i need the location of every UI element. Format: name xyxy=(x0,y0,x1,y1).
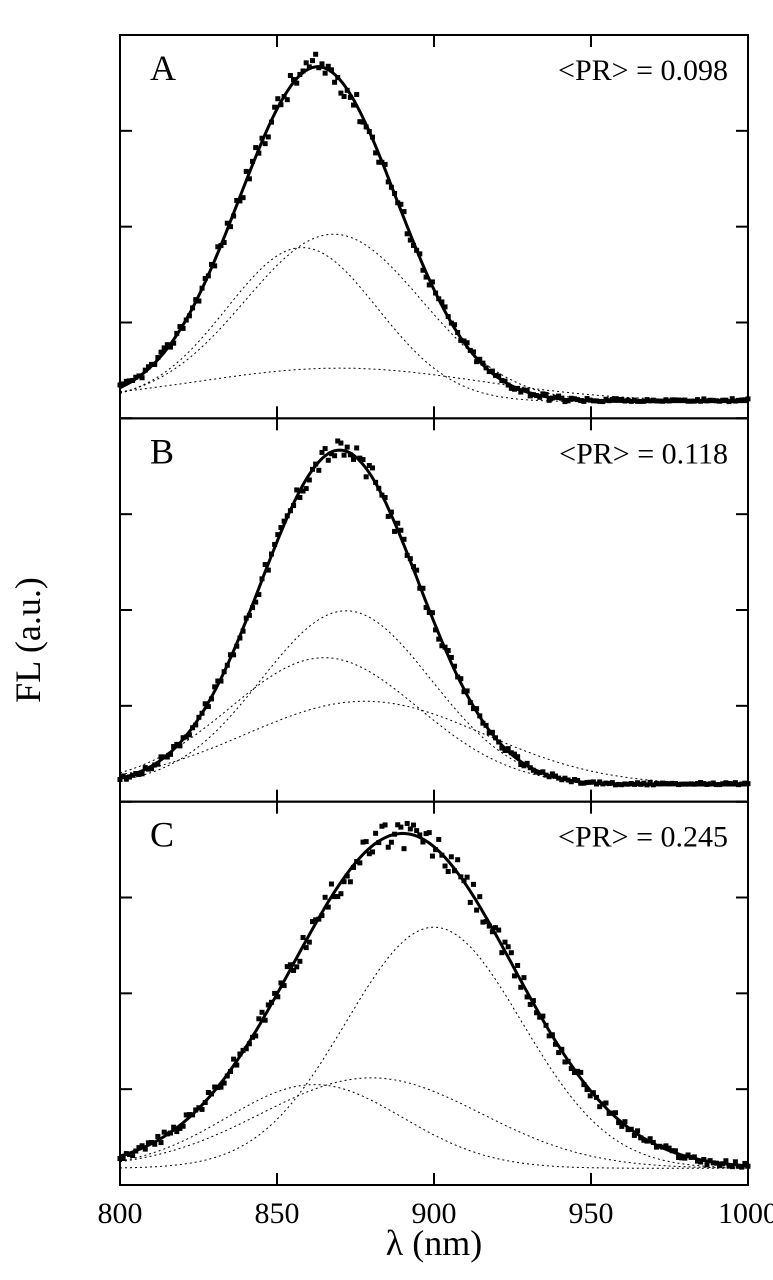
data-marker xyxy=(323,71,328,76)
panel-frame xyxy=(120,418,748,801)
data-marker xyxy=(468,900,473,905)
data-marker xyxy=(427,830,432,835)
data-marker xyxy=(521,975,526,980)
data-marker xyxy=(294,964,299,969)
data-marker xyxy=(414,828,419,833)
data-marker xyxy=(297,959,302,964)
data-marker xyxy=(383,822,388,827)
component-curve-2 xyxy=(120,1085,748,1169)
component-curve-2 xyxy=(120,368,748,401)
data-marker xyxy=(310,58,315,63)
component-curve-0 xyxy=(120,927,748,1168)
pr-annotation: <PR> = 0.118 xyxy=(559,437,728,470)
data-marker xyxy=(323,446,328,451)
data-marker xyxy=(332,453,337,458)
data-marker xyxy=(348,879,353,884)
data-marker xyxy=(266,134,271,139)
pr-annotation: <PR> = 0.245 xyxy=(558,821,728,854)
data-marker xyxy=(386,845,391,850)
data-marker xyxy=(304,486,309,491)
component-curve-0 xyxy=(120,611,748,785)
data-marker xyxy=(373,831,378,836)
data-marker xyxy=(301,935,306,940)
data-marker xyxy=(515,963,520,968)
pr-annotation: <PR> = 0.098 xyxy=(558,54,728,87)
data-marker xyxy=(389,840,394,845)
data-marker xyxy=(342,453,347,458)
data-marker xyxy=(338,891,343,896)
data-marker xyxy=(503,940,508,945)
component-curve-1 xyxy=(120,248,748,402)
xtick-label: 850 xyxy=(255,1197,300,1230)
data-marker xyxy=(345,445,350,450)
data-marker xyxy=(338,441,343,446)
figure-container: FL (a.u.)λ (nm)A<PR> = 0.098B<PR> = 0.11… xyxy=(0,0,773,1280)
data-marker xyxy=(411,823,416,828)
data-marker xyxy=(402,846,407,851)
component-curve-1 xyxy=(120,658,748,785)
panel-letter: A xyxy=(150,48,176,88)
data-marker xyxy=(465,875,470,880)
fit-curve xyxy=(120,833,748,1166)
component-curve-2 xyxy=(120,701,748,784)
xtick-label: 800 xyxy=(98,1197,143,1230)
data-marker xyxy=(496,928,501,933)
panel-A: A <PR> = 0.098 xyxy=(118,35,751,418)
xtick-label: 900 xyxy=(412,1197,457,1230)
panel-B: B <PR> = 0.118 xyxy=(118,418,751,801)
data-marker xyxy=(436,837,441,842)
data-marker xyxy=(260,1010,265,1015)
data-marker xyxy=(474,908,479,913)
y-axis-label: FL (a.u.) xyxy=(8,577,48,703)
data-marker xyxy=(326,458,331,463)
data-marker xyxy=(354,445,359,450)
data-marker xyxy=(364,839,369,844)
data-marker xyxy=(405,821,410,826)
data-marker xyxy=(342,94,347,99)
xtick-label: 1000 xyxy=(718,1197,773,1230)
data-marker xyxy=(477,894,482,899)
xtick-label: 950 xyxy=(569,1197,614,1230)
panel-letter: B xyxy=(150,431,174,471)
data-marker xyxy=(506,944,511,949)
panel-C: 800 850 900 950 1000 C <PR> = 0.245 xyxy=(98,802,773,1230)
data-marker xyxy=(364,474,369,479)
data-marker xyxy=(509,950,514,955)
fit-curve xyxy=(120,67,748,402)
data-marker xyxy=(329,881,334,886)
fit-curve xyxy=(120,450,748,785)
spectra-figure: FL (a.u.)λ (nm)A<PR> = 0.098B<PR> = 0.11… xyxy=(0,0,773,1280)
data-marker xyxy=(471,882,476,887)
data-marker xyxy=(323,895,328,900)
data-marker xyxy=(449,854,454,859)
data-marker xyxy=(316,468,321,473)
data-marker xyxy=(275,96,280,101)
data-marker xyxy=(443,864,448,869)
data-marker xyxy=(313,52,318,57)
panel-frame xyxy=(120,35,748,418)
data-marker xyxy=(332,80,337,85)
panel-letter: C xyxy=(150,815,174,855)
data-marker xyxy=(370,849,375,854)
data-marker xyxy=(430,854,435,859)
data-marker xyxy=(354,92,359,97)
data-marker xyxy=(370,465,375,470)
data-marker xyxy=(285,97,290,102)
data-marker xyxy=(446,869,451,874)
data-marker xyxy=(455,857,460,862)
panel-frame xyxy=(120,802,748,1185)
data-marker xyxy=(398,825,403,830)
